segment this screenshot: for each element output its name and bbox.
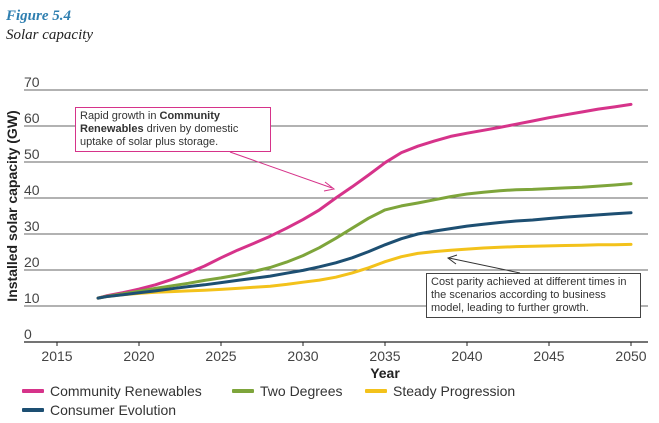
parity-arrow-head xyxy=(446,254,458,265)
figure-title: Solar capacity xyxy=(6,27,94,43)
y-tick-label: 70 xyxy=(24,74,40,90)
y-axis-label: Installed solar capacity (GW) xyxy=(4,110,20,301)
legend-swatch xyxy=(365,389,387,393)
y-tick-label: 40 xyxy=(24,182,40,198)
y-tick-label: 20 xyxy=(24,254,40,270)
growth-annotation-prefix: Rapid growth in xyxy=(80,110,160,122)
parity-arrow-line xyxy=(448,257,521,274)
legend-swatch xyxy=(22,408,44,412)
x-tick-label: 2020 xyxy=(123,348,154,364)
x-tick-label: 2035 xyxy=(369,348,400,364)
parity-annotation: Cost parity achieved at different times … xyxy=(426,273,641,318)
growth-arrow-head xyxy=(323,181,336,192)
y-tick-label: 50 xyxy=(24,146,40,162)
legend-item-two-degrees: Two Degrees xyxy=(232,383,342,399)
y-tick-label: 0 xyxy=(24,326,32,342)
x-axis-label: Year xyxy=(370,365,400,381)
x-tick-label: 2040 xyxy=(451,348,482,364)
y-tick-label: 60 xyxy=(24,110,40,126)
figure-number: Figure 5.4 xyxy=(6,8,72,24)
x-tick-label: 2050 xyxy=(615,348,646,364)
legend-label: Consumer Evolution xyxy=(50,402,177,418)
series-line-community-renewables xyxy=(96,102,633,300)
legend-item-community-renewables: Community Renewables xyxy=(22,383,202,399)
legend-item-steady-progression: Steady Progression xyxy=(365,383,515,399)
legend-swatch xyxy=(22,389,44,393)
legend-label: Steady Progression xyxy=(393,383,516,399)
x-tick-label: 2015 xyxy=(41,348,72,364)
x-tick-labels: 2015 2020 2025 2030 2035 2040 2045 2050 xyxy=(41,342,647,364)
legend-swatch xyxy=(232,389,254,393)
x-tick-label: 2045 xyxy=(533,348,564,364)
growth-annotation-bold: Community Renewables xyxy=(80,110,220,135)
growth-annotation: Rapid growth in Community Renewables dri… xyxy=(75,107,271,152)
y-tick-label: 10 xyxy=(24,290,40,306)
legend-label: Community Renewables xyxy=(50,383,202,399)
growth-arrow-line xyxy=(229,151,333,189)
series-line-two-degrees xyxy=(96,182,633,300)
series-line-steady-progression xyxy=(96,242,633,300)
x-tick-label: 2025 xyxy=(205,348,236,364)
x-tick-label: 2030 xyxy=(287,348,318,364)
y-tick-labels: 0 10 20 30 40 50 60 70 xyxy=(24,74,40,342)
series-line-consumer-evolution xyxy=(96,211,633,300)
series-lines xyxy=(96,102,633,300)
legend-label: Two Degrees xyxy=(260,383,343,399)
growth-annotation-suffix: driven by domestic uptake of solar plus … xyxy=(80,123,239,148)
legend-item-consumer-evolution: Consumer Evolution xyxy=(22,402,176,418)
y-tick-label: 30 xyxy=(24,218,40,234)
annotation-arrows xyxy=(229,151,521,274)
